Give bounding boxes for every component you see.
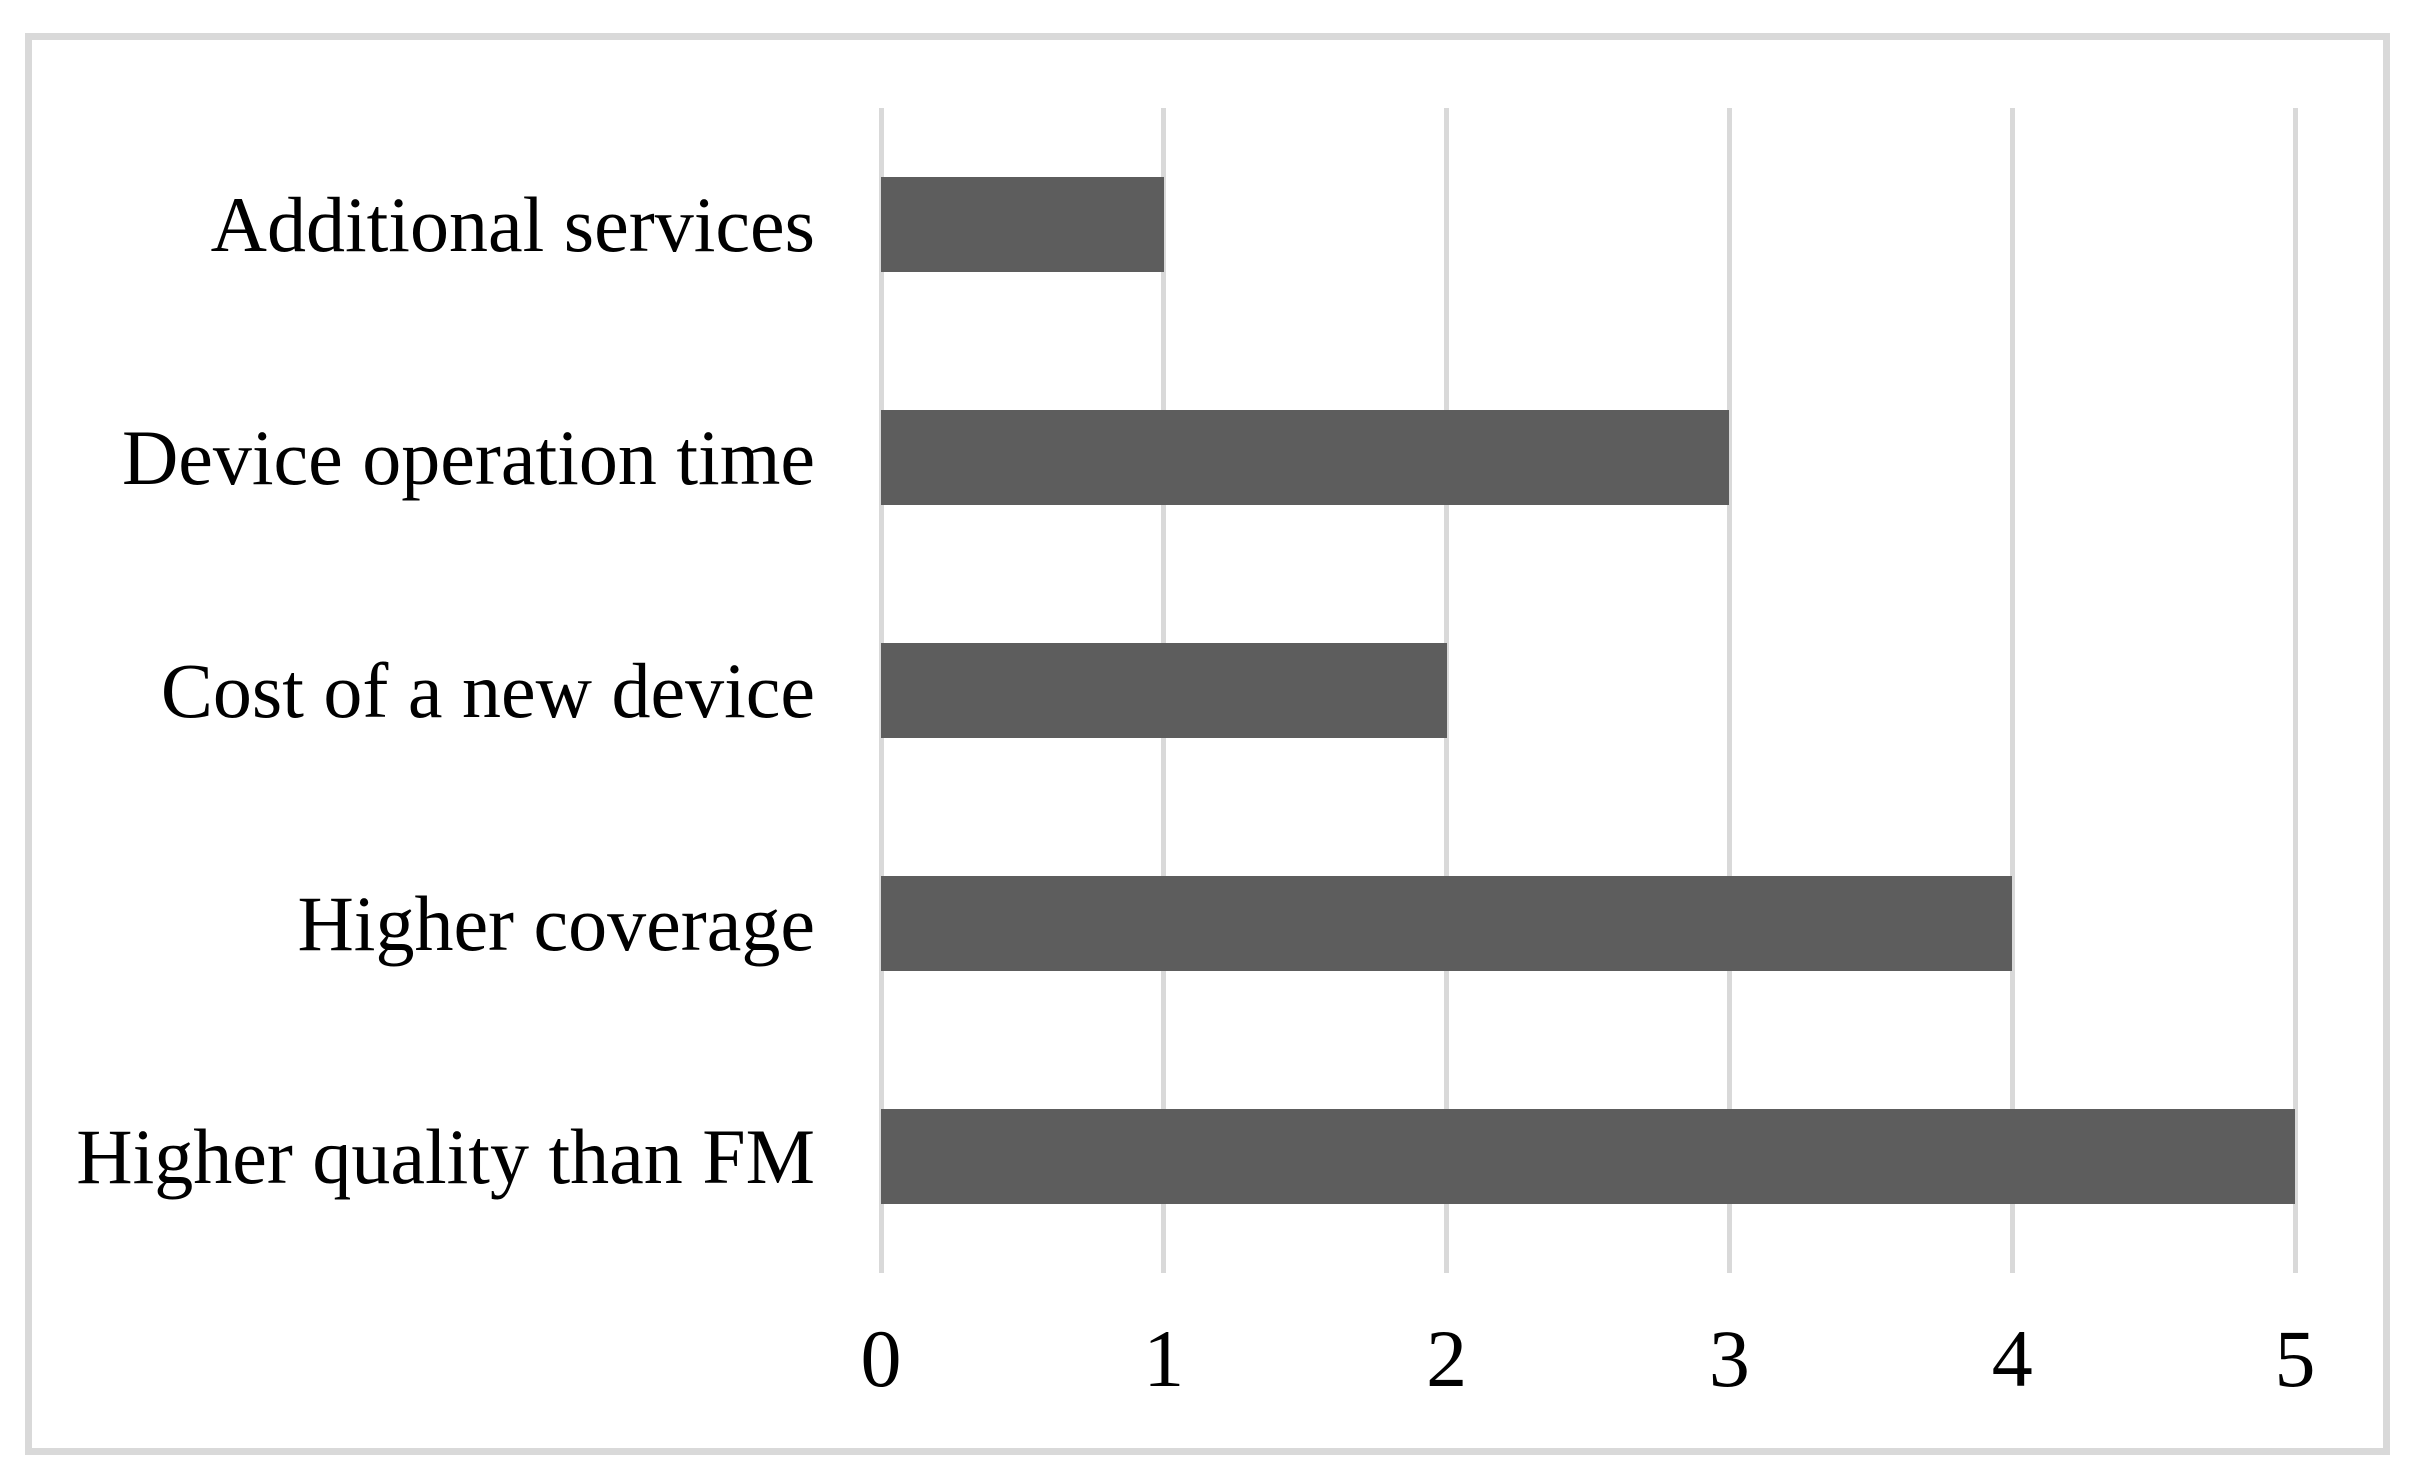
x-tick-label: 0 <box>860 1313 902 1404</box>
bar <box>881 643 1447 738</box>
category-label: Higher coverage <box>297 879 815 967</box>
gridline <box>1444 108 1450 1273</box>
x-tick-label: 4 <box>1991 1313 2033 1404</box>
bar <box>881 1109 2295 1204</box>
gridline <box>1726 108 1732 1273</box>
figure-frame <box>25 33 2390 1455</box>
category-axis-labels: Additional services Device operation time… <box>40 108 815 1273</box>
category-label: Device operation time <box>121 413 815 501</box>
category-label: Cost of a new device <box>160 646 815 734</box>
x-tick-label: 3 <box>1708 1313 1750 1404</box>
gridline <box>2009 108 2015 1273</box>
gridline <box>2292 108 2298 1273</box>
plot-area <box>878 108 2298 1273</box>
x-tick-label: 2 <box>1426 1313 1468 1404</box>
x-tick-label: 5 <box>2274 1313 2316 1404</box>
x-tick-label: 1 <box>1143 1313 1185 1404</box>
category-label: Additional services <box>210 180 815 268</box>
category-label: Higher quality than FM <box>76 1112 815 1200</box>
bar <box>881 876 2013 971</box>
bar <box>881 410 1730 505</box>
bar <box>881 177 1164 272</box>
